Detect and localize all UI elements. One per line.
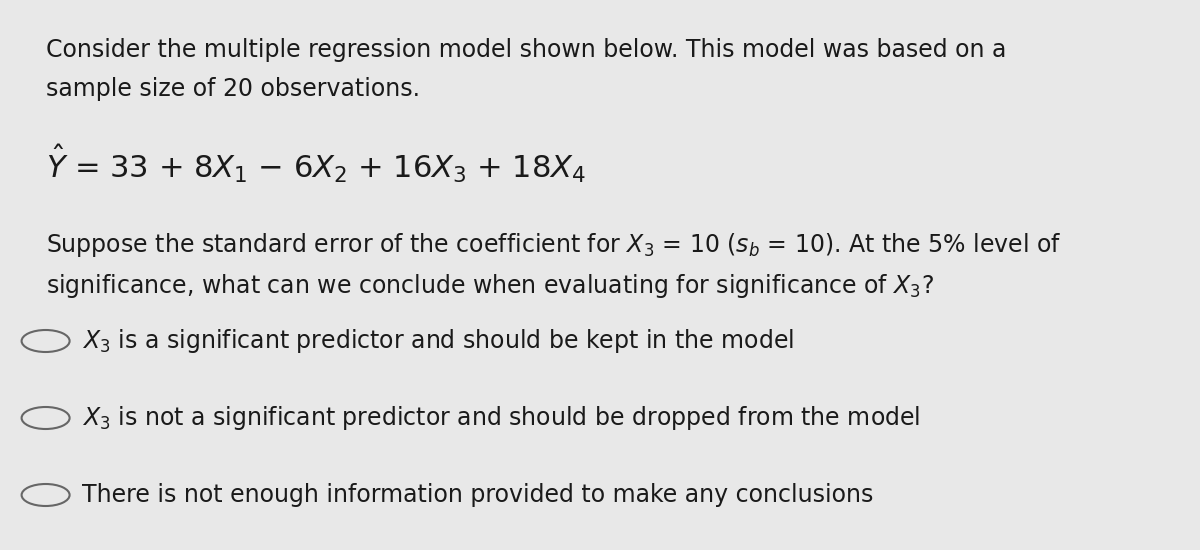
Text: $X_3$ is not a significant predictor and should be dropped from the model: $X_3$ is not a significant predictor and… <box>82 404 920 432</box>
Text: There is not enough information provided to make any conclusions: There is not enough information provided… <box>82 483 872 507</box>
Text: Suppose the standard error of the coefficient for $X_3$ = 10 ($s_b$ = 10). At th: Suppose the standard error of the coeffi… <box>46 231 1061 259</box>
Text: significance, what can we conclude when evaluating for significance of $X_3$?: significance, what can we conclude when … <box>46 272 934 300</box>
Text: Consider the multiple regression model shown below. This model was based on a: Consider the multiple regression model s… <box>46 39 1006 63</box>
Text: $\hat{Y}$ = 33 + 8$X_1$ − 6$X_2$ + 16$X_3$ + 18$X_4$: $\hat{Y}$ = 33 + 8$X_1$ − 6$X_2$ + 16$X_… <box>46 143 586 185</box>
Text: $X_3$ is a significant predictor and should be kept in the model: $X_3$ is a significant predictor and sho… <box>82 327 793 355</box>
Text: sample size of 20 observations.: sample size of 20 observations. <box>46 77 420 101</box>
